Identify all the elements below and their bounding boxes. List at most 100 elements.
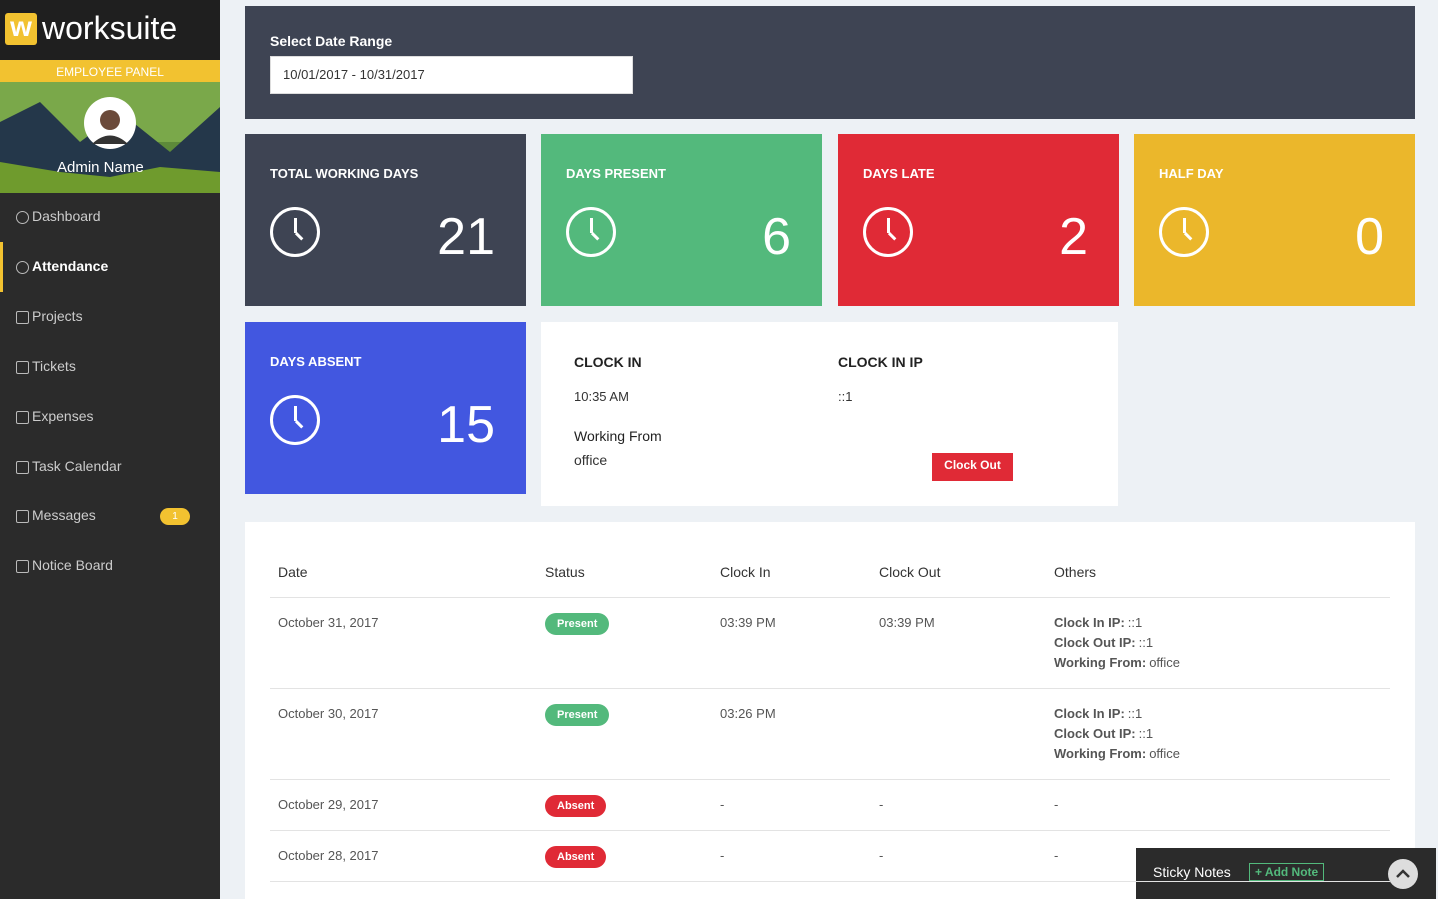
stat-value: 6 xyxy=(762,208,791,266)
stat-label: HALF DAY xyxy=(1159,166,1224,181)
nav-active-indicator xyxy=(0,242,3,292)
row-clock-in: - xyxy=(720,848,725,863)
stat-label: TOTAL WORKING DAYS xyxy=(270,166,419,181)
stat-label: DAYS LATE xyxy=(863,166,935,181)
stat-value: 2 xyxy=(1059,208,1088,266)
clock-icon xyxy=(863,207,913,257)
row-others: Clock Out IP:::1 xyxy=(1054,635,1153,650)
others-label: Working From: xyxy=(1054,655,1147,670)
row-others: Working From: office xyxy=(1054,655,1180,670)
table-header: Others xyxy=(1054,564,1097,580)
status-badge: Present xyxy=(545,704,610,726)
stat-value: 15 xyxy=(437,396,495,454)
sticky-notes-title: Sticky Notes xyxy=(1153,864,1231,880)
scroll-top-button[interactable] xyxy=(1387,858,1419,890)
others-label: Working From: xyxy=(1054,746,1147,761)
clock-in-time: 10:35 AM xyxy=(574,389,629,404)
logo-icon xyxy=(5,13,37,45)
nav-item[interactable]: Projects xyxy=(32,308,83,324)
row-others: Clock In IP:::1 xyxy=(1054,615,1142,630)
clock-in-ip: ::1 xyxy=(838,389,853,404)
clock-icon xyxy=(1159,207,1209,257)
date-range-label: Select Date Range xyxy=(270,33,393,49)
row-date: October 29, 2017 xyxy=(278,797,379,812)
others-value: ::1 xyxy=(1127,706,1143,721)
row-divider xyxy=(270,688,1390,689)
others-value: office xyxy=(1149,746,1181,761)
others-value: ::1 xyxy=(1138,726,1154,741)
nav-icon xyxy=(16,411,29,424)
row-others: - xyxy=(1054,797,1059,812)
nav-item[interactable]: Attendance xyxy=(32,258,109,274)
date-range-value[interactable]: 10/01/2017 - 10/31/2017 xyxy=(283,67,425,82)
profile-banner xyxy=(0,82,220,193)
stat-value: 21 xyxy=(437,208,495,266)
row-clock-out: - xyxy=(879,848,884,863)
panel-label: EMPLOYEE PANEL xyxy=(56,65,164,79)
others-label: Clock In IP: xyxy=(1054,615,1125,630)
clock-icon xyxy=(270,207,320,257)
status-badge: Present xyxy=(545,613,610,635)
row-divider xyxy=(270,881,1390,882)
table-card xyxy=(245,522,1415,899)
row-divider xyxy=(270,830,1390,831)
row-clock-in: 03:26 PM xyxy=(720,706,776,721)
nav-icon xyxy=(16,361,29,374)
nav-icon xyxy=(16,461,29,474)
clock-icon xyxy=(566,207,616,257)
nav-badge: 1 xyxy=(160,508,190,525)
nav-item[interactable]: Messages xyxy=(32,507,96,523)
row-others: - xyxy=(1054,848,1059,863)
table-header: Clock In xyxy=(720,564,771,580)
stat-label: DAYS ABSENT xyxy=(270,354,362,369)
clock-in-label: CLOCK IN xyxy=(574,354,642,370)
table-header: Date xyxy=(278,564,308,580)
logo-letter: w xyxy=(10,11,32,42)
others-value: ::1 xyxy=(1127,615,1143,630)
table-header: Status xyxy=(545,564,585,580)
nav-icon xyxy=(16,510,29,523)
others-label: Clock Out IP: xyxy=(1054,635,1136,650)
others-value: office xyxy=(1149,655,1181,670)
row-divider xyxy=(270,597,1390,598)
sticky-notes-bar xyxy=(1136,848,1436,899)
nav-item[interactable]: Task Calendar xyxy=(32,458,122,474)
nav-icon xyxy=(16,211,29,224)
nav-icon xyxy=(16,560,29,573)
working-from-label: Working From xyxy=(574,428,662,444)
nav-icon xyxy=(16,311,29,324)
table-header: Clock Out xyxy=(879,564,941,580)
clock-icon xyxy=(270,395,320,445)
others-label: Clock In IP: xyxy=(1054,706,1125,721)
nav-item[interactable]: Dashboard xyxy=(32,208,101,224)
row-clock-out: - xyxy=(879,797,884,812)
panel-bar xyxy=(0,60,220,82)
nav-item[interactable]: Tickets xyxy=(32,358,76,374)
nav-item[interactable]: Notice Board xyxy=(32,557,113,573)
row-others: Working From: office xyxy=(1054,746,1180,761)
nav-item[interactable]: Expenses xyxy=(32,408,94,424)
row-date: October 31, 2017 xyxy=(278,615,379,630)
stat-label: DAYS PRESENT xyxy=(566,166,666,181)
date-input[interactable] xyxy=(270,56,633,94)
status-badge: Absent xyxy=(545,846,607,868)
others-label: Clock Out IP: xyxy=(1054,726,1136,741)
stat-value: 0 xyxy=(1355,208,1384,266)
others-value: ::1 xyxy=(1138,635,1154,650)
user-name[interactable]: Admin Name xyxy=(57,159,144,176)
row-date: October 30, 2017 xyxy=(278,706,379,721)
clock-out-label[interactable]: Clock Out xyxy=(944,458,1001,472)
add-note-button[interactable]: + Add Note xyxy=(1249,863,1325,881)
clock-out-button[interactable] xyxy=(932,453,1013,481)
row-clock-in: - xyxy=(720,797,725,812)
brand-name: worksuite xyxy=(42,10,178,46)
status-badge: Absent xyxy=(545,795,607,817)
row-clock-in: 03:39 PM xyxy=(720,615,776,630)
sidebar xyxy=(0,0,220,899)
clock-card xyxy=(541,322,1118,506)
nav-icon xyxy=(16,261,29,274)
row-clock-out: 03:39 PM xyxy=(879,615,935,630)
working-from: office xyxy=(574,452,608,468)
clock-in-ip-label: CLOCK IN IP xyxy=(838,354,923,370)
